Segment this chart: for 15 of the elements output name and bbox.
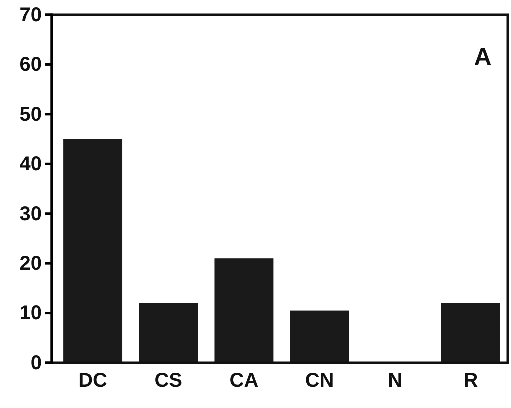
y-tick-label: 20 xyxy=(20,252,42,275)
y-tick-label: 60 xyxy=(20,54,42,76)
annotation: A xyxy=(474,44,492,71)
y-tick-label: 50 xyxy=(20,104,42,126)
x-tick-label: CN xyxy=(305,370,334,392)
y-tick-label: 70 xyxy=(20,4,42,26)
x-tick-label: CS xyxy=(154,370,183,392)
y-tick-label: 0 xyxy=(30,352,42,374)
y-tick-label: 10 xyxy=(20,302,42,325)
x-tick-label: R xyxy=(464,370,479,392)
x-tick-label: DC xyxy=(78,370,108,392)
x-tick-label: N xyxy=(388,370,403,392)
y-tick-label: 30 xyxy=(20,203,42,226)
y-tick-label: 40 xyxy=(20,154,42,176)
x-tick-label: CA xyxy=(230,370,259,392)
